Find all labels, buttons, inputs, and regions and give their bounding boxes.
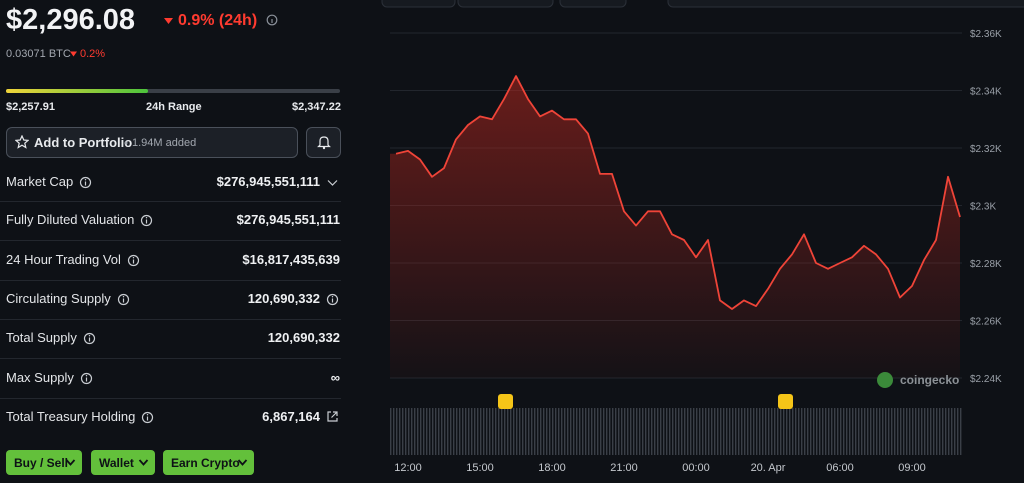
range-track [6,89,340,93]
chevron-icon [237,459,248,466]
x-tick-label: 06:00 [826,462,854,474]
separator [0,319,341,320]
x-tick-label: 18:00 [538,462,566,474]
y-tick-label: $2.34K [970,87,1002,98]
info-icon[interactable] [80,372,93,385]
chevron-icon [65,459,76,466]
btc-change: 0.2% [80,48,106,60]
chevron-icon [138,459,149,466]
watermark: coingecko [900,373,959,387]
action-button[interactable]: Earn Crypto [163,450,254,475]
stat-value: 6,867,164 [262,409,320,424]
range-high: $2,347.22 [292,101,341,113]
down-arrow [70,51,77,57]
range-low: $2,257.91 [6,101,55,113]
stat-label: Max Supply [6,370,74,385]
action-button[interactable]: Buy / Sell [6,450,82,475]
info-icon[interactable] [141,411,154,424]
x-tick-label: 21:00 [610,462,638,474]
bell-icon [317,136,331,150]
separator [0,358,341,359]
y-tick-label: $2.36K [970,29,1002,40]
range-label: 24h Range [146,101,202,113]
info-icon[interactable] [140,214,153,227]
y-tick-label: $2.26K [970,317,1002,328]
x-tick-label: 20. Apr [751,462,786,474]
info-icon[interactable] [127,254,140,267]
stat-value: $276,945,551,111 [216,174,320,189]
separator [0,280,341,281]
stat-value: ∞ [330,370,340,385]
stat-value: 120,690,332 [247,291,320,306]
stat-label: Fully Diluted Valuation [6,212,135,227]
separator [0,240,341,241]
x-tick-label: 00:00 [682,462,710,474]
star-icon [15,135,29,149]
separator [0,201,341,202]
price-area [390,76,960,378]
info-icon[interactable] [326,293,339,306]
dot [124,141,128,145]
event-markers [498,394,793,409]
stat-label: Total Treasury Holding [6,409,136,424]
stat-label: Total Supply [6,330,77,345]
price: $2,296.08 [6,4,136,36]
button-label: Add to Portfolio [34,135,133,150]
x-tick-label: 09:00 [898,462,926,474]
y-tick-label: $2.28K [970,259,1002,270]
separator [0,398,341,399]
x-tick-label: 15:00 [466,462,494,474]
range-fill [6,89,148,93]
watermark-logo [877,372,893,388]
info-icon[interactable] [266,14,278,26]
stat-label: Circulating Supply [6,291,111,306]
price-line [395,75,961,310]
chevron-icon[interactable] [326,176,339,189]
added-count: 1.94M added [132,137,197,149]
stat-value: 120,690,332 [267,330,340,345]
y-tick-label: $2.32K [970,144,1002,155]
price-change: 0.9% (24h) [178,12,258,29]
button-label: Earn Crypto [171,456,240,470]
info-icon[interactable] [79,176,92,189]
button-label: Wallet [99,456,134,470]
info-icon[interactable] [83,332,96,345]
external-icon[interactable] [326,410,339,423]
volume-strip [390,408,962,455]
stat-label: 24 Hour Trading Vol [6,252,121,267]
stat-value: $276,945,551,111 [236,212,340,227]
tab-bar [381,0,1024,8]
alert-button[interactable] [306,127,341,158]
stat-value: $16,817,435,639 [242,252,340,267]
info-icon[interactable] [117,293,130,306]
down-arrow [164,18,173,24]
button-label: Buy / Sell [14,456,69,470]
btc-price: 0.03071 BTC [6,48,71,60]
add-portfolio-button[interactable]: Add to Portfolio 1.94M added [6,127,298,158]
x-tick-label: 12:00 [394,462,422,474]
y-tick-label: $2.3K [970,202,996,213]
y-tick-label: $2.24K [970,374,1002,385]
stat-label: Market Cap [6,174,74,189]
action-button[interactable]: Wallet [91,450,155,475]
